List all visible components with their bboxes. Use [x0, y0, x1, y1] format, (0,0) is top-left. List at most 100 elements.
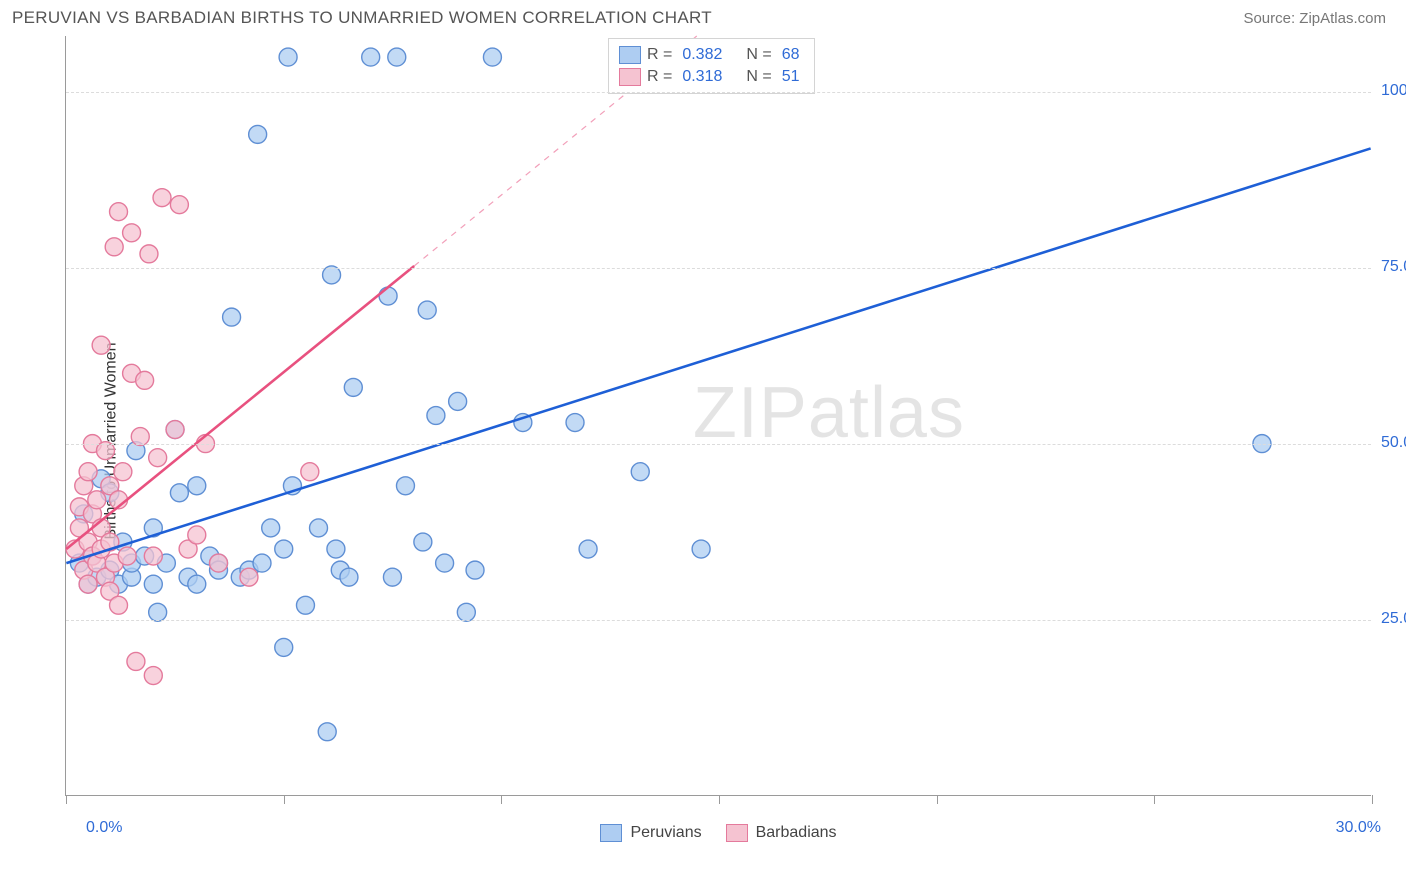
- data-point: [79, 463, 97, 481]
- data-point: [188, 575, 206, 593]
- data-point: [418, 301, 436, 319]
- chart-svg: [66, 36, 1371, 795]
- data-point: [436, 554, 454, 572]
- data-point: [210, 554, 228, 572]
- data-point: [79, 575, 97, 593]
- legend-swatch: [600, 824, 622, 842]
- legend-r-value: 0.382: [682, 46, 722, 64]
- gridline-h: [66, 92, 1371, 93]
- x-tick: [1154, 795, 1155, 804]
- data-point: [449, 392, 467, 410]
- data-point: [579, 540, 597, 558]
- data-point: [131, 428, 149, 446]
- legend-correlation-box: R = 0.382 N = 68 R = 0.318 N = 51: [608, 38, 815, 94]
- y-tick-label: 50.0%: [1381, 434, 1406, 452]
- legend-stat-row: R = 0.318 N = 51: [619, 66, 804, 88]
- x-tick: [501, 795, 502, 804]
- data-point: [144, 667, 162, 685]
- data-point: [149, 449, 167, 467]
- legend-series: Peruvians Barbadians: [600, 824, 836, 842]
- legend-n-value: 68: [782, 46, 800, 64]
- source-label: Source: ZipAtlas.com: [1243, 10, 1386, 27]
- data-point: [127, 652, 145, 670]
- data-point: [249, 125, 267, 143]
- data-point: [344, 378, 362, 396]
- x-tick: [1372, 795, 1373, 804]
- x-tick: [66, 795, 67, 804]
- legend-series-label: Peruvians: [630, 824, 701, 842]
- data-point: [149, 603, 167, 621]
- data-point: [327, 540, 345, 558]
- data-point: [379, 287, 397, 305]
- legend-n-value: 51: [782, 68, 800, 86]
- data-point: [362, 48, 380, 66]
- data-point: [692, 540, 710, 558]
- y-tick-label: 100.0%: [1381, 82, 1406, 100]
- data-point: [140, 245, 158, 263]
- data-point: [110, 596, 128, 614]
- data-point: [483, 48, 501, 66]
- gridline-h: [66, 620, 1371, 621]
- data-point: [340, 568, 358, 586]
- data-point: [457, 603, 475, 621]
- chart-title: PERUVIAN VS BARBADIAN BIRTHS TO UNMARRIE…: [12, 8, 712, 28]
- data-point: [188, 477, 206, 495]
- data-point: [296, 596, 314, 614]
- data-point: [301, 463, 319, 481]
- trend-line: [66, 148, 1370, 563]
- data-point: [188, 526, 206, 544]
- legend-swatch: [619, 68, 641, 86]
- data-point: [153, 189, 171, 207]
- legend-r-value: 0.318: [682, 68, 722, 86]
- data-point: [144, 547, 162, 565]
- data-point: [388, 48, 406, 66]
- x-tick: [937, 795, 938, 804]
- data-point: [92, 336, 110, 354]
- header-bar: PERUVIAN VS BARBADIAN BIRTHS TO UNMARRIE…: [0, 0, 1406, 30]
- legend-n-label: N =: [746, 68, 771, 86]
- gridline-h: [66, 444, 1371, 445]
- data-point: [310, 519, 328, 537]
- data-point: [88, 491, 106, 509]
- data-point: [396, 477, 414, 495]
- x-tick-label: 30.0%: [1336, 819, 1381, 837]
- data-point: [275, 540, 293, 558]
- y-tick-label: 25.0%: [1381, 610, 1406, 628]
- data-point: [110, 203, 128, 221]
- data-point: [253, 554, 271, 572]
- data-point: [105, 238, 123, 256]
- plot-wrapper: Births to Unmarried Women ZIPatlas R = 0…: [47, 36, 1392, 846]
- x-tick-label: 0.0%: [86, 819, 122, 837]
- legend-series-item: Barbadians: [726, 824, 837, 842]
- plot-area: ZIPatlas R = 0.382 N = 68 R = 0.318 N = …: [65, 36, 1371, 796]
- data-point: [279, 48, 297, 66]
- data-point: [318, 723, 336, 741]
- data-point: [136, 371, 154, 389]
- legend-r-label: R =: [647, 46, 672, 64]
- legend-n-label: N =: [746, 46, 771, 64]
- data-point: [223, 308, 241, 326]
- legend-series-item: Peruvians: [600, 824, 701, 842]
- data-point: [114, 463, 132, 481]
- data-point: [427, 407, 445, 425]
- x-tick: [284, 795, 285, 804]
- data-point: [414, 533, 432, 551]
- data-point: [262, 519, 280, 537]
- data-point: [275, 638, 293, 656]
- data-point: [466, 561, 484, 579]
- data-point: [631, 463, 649, 481]
- data-point: [240, 568, 258, 586]
- legend-series-label: Barbadians: [756, 824, 837, 842]
- legend-swatch: [726, 824, 748, 842]
- data-point: [166, 421, 184, 439]
- data-point: [118, 547, 136, 565]
- legend-r-label: R =: [647, 68, 672, 86]
- data-point: [170, 196, 188, 214]
- legend-swatch: [619, 46, 641, 64]
- y-tick-label: 75.0%: [1381, 258, 1406, 276]
- data-point: [170, 484, 188, 502]
- x-tick: [719, 795, 720, 804]
- legend-stat-row: R = 0.382 N = 68: [619, 44, 804, 66]
- gridline-h: [66, 268, 1371, 269]
- data-point: [383, 568, 401, 586]
